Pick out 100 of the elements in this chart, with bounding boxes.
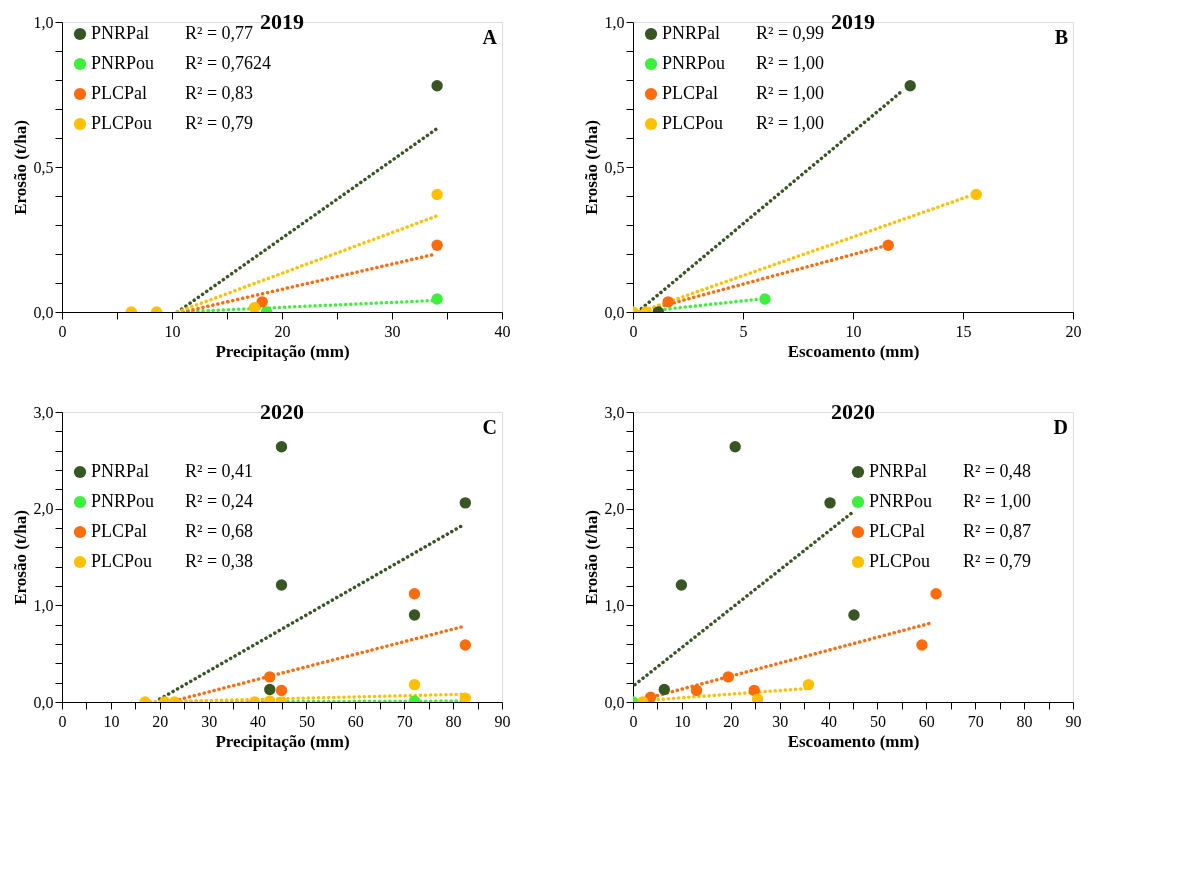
annotation: R² = 0,41 bbox=[185, 461, 254, 481]
point bbox=[848, 609, 860, 621]
x-tick-label: 50 bbox=[298, 712, 315, 730]
y-tick-label: 0,0 bbox=[33, 303, 54, 321]
point bbox=[882, 239, 894, 251]
point bbox=[275, 441, 288, 453]
point bbox=[824, 497, 836, 509]
point bbox=[459, 692, 472, 702]
point bbox=[644, 691, 657, 702]
annotation: R² = 1,00 bbox=[756, 113, 825, 133]
x-tick-label: 60 bbox=[918, 712, 935, 730]
annotation: B bbox=[1054, 26, 1068, 48]
y-tick-label: 0,0 bbox=[604, 303, 625, 321]
point bbox=[916, 639, 928, 651]
annotation: R² = 0,99 bbox=[756, 23, 825, 43]
annotation: A bbox=[482, 26, 498, 48]
point bbox=[930, 588, 942, 600]
point bbox=[729, 441, 741, 453]
point bbox=[722, 671, 735, 683]
legend-label: PLCPal bbox=[662, 83, 719, 103]
x-tick-label: 80 bbox=[1016, 712, 1033, 730]
y-tick-label: 0,0 bbox=[33, 693, 54, 711]
x-tick-label: 40 bbox=[494, 322, 511, 340]
point bbox=[904, 80, 916, 92]
annotation: C bbox=[482, 416, 497, 438]
x-tick-label: 0 bbox=[629, 322, 638, 340]
x-tick-label: 20 bbox=[723, 712, 740, 730]
legend-label: PNRPou bbox=[662, 53, 726, 73]
x-tick-label: 30 bbox=[384, 322, 401, 340]
x-tick-label: 60 bbox=[347, 712, 364, 730]
legend-label: PNRPou bbox=[869, 491, 933, 511]
point bbox=[256, 296, 268, 308]
legend-label: PNRPal bbox=[869, 461, 928, 481]
point bbox=[431, 188, 443, 201]
annotation: R² = 0,87 bbox=[963, 521, 1032, 541]
annotation: R² = 0,68 bbox=[185, 521, 254, 541]
x-tick-label: 70 bbox=[967, 712, 984, 730]
annotation: R² = 1,00 bbox=[756, 83, 825, 103]
y-axis-title: Erosão (t/ha) bbox=[581, 120, 601, 215]
point bbox=[459, 639, 472, 651]
point bbox=[662, 296, 674, 308]
x-tick-label: 20 bbox=[152, 712, 169, 730]
x-tick-label: 30 bbox=[772, 712, 789, 730]
x-tick-label: 10 bbox=[164, 322, 181, 340]
y-tick-label: 1,0 bbox=[604, 13, 625, 31]
y-tick-label: 2,0 bbox=[604, 500, 625, 518]
annotation: R² = 0,77 bbox=[185, 23, 254, 43]
annotation: R² = 0,79 bbox=[185, 113, 254, 133]
point bbox=[675, 579, 688, 591]
annotation: D bbox=[1053, 416, 1068, 438]
annotation: R² = 0,48 bbox=[963, 461, 1032, 481]
y-tick-label: 0,0 bbox=[604, 693, 625, 711]
annotation: R² = 1,00 bbox=[756, 53, 825, 73]
x-tick-label: 10 bbox=[103, 712, 120, 730]
point bbox=[759, 293, 771, 305]
y-axis-title: Erosão (t/ha) bbox=[581, 510, 601, 605]
x-tick-label: 0 bbox=[58, 322, 67, 340]
x-axis-title: Precipitação (mm) bbox=[215, 731, 350, 751]
y-tick-label: 2,0 bbox=[33, 500, 54, 518]
point bbox=[431, 293, 443, 305]
x-tick-label: 90 bbox=[1065, 712, 1082, 730]
legend-label: PNRPal bbox=[91, 23, 150, 43]
x-axis-title: Escoamento (mm) bbox=[787, 731, 920, 751]
point bbox=[264, 671, 276, 683]
legend-label: PNRPou bbox=[91, 491, 155, 511]
point bbox=[408, 678, 421, 691]
chart-title: 2019 bbox=[831, 9, 875, 34]
x-tick-label: 50 bbox=[869, 712, 886, 730]
x-tick-label: 0 bbox=[629, 712, 638, 730]
point bbox=[658, 683, 670, 696]
y-axis-title: Erosão (t/ha) bbox=[10, 510, 30, 605]
point bbox=[970, 188, 982, 201]
x-tick-label: 15 bbox=[955, 322, 972, 340]
legend-label: PLCPou bbox=[662, 113, 724, 133]
annotation: R² = 0,24 bbox=[185, 491, 254, 511]
x-tick-label: 40 bbox=[821, 712, 838, 730]
x-tick-label: 0 bbox=[58, 712, 67, 730]
point bbox=[431, 80, 443, 92]
point bbox=[802, 678, 815, 691]
x-tick-label: 90 bbox=[494, 712, 511, 730]
y-tick-label: 1,0 bbox=[604, 596, 625, 614]
chart-title: 2019 bbox=[260, 9, 304, 34]
x-tick-label: 10 bbox=[674, 712, 691, 730]
x-tick-label: 5 bbox=[739, 322, 748, 340]
legend-label: PLCPou bbox=[869, 551, 931, 571]
x-axis-title: Precipitação (mm) bbox=[215, 341, 350, 361]
point bbox=[459, 497, 472, 509]
x-axis-title: Escoamento (mm) bbox=[787, 341, 920, 361]
annotation: R² = 0,7624 bbox=[185, 53, 272, 73]
legend-label: PNRPal bbox=[662, 23, 721, 43]
point bbox=[408, 609, 421, 621]
y-tick-label: 1,0 bbox=[33, 596, 54, 614]
x-tick-label: 20 bbox=[274, 322, 291, 340]
y-tick-label: 0,5 bbox=[33, 158, 54, 176]
point bbox=[748, 684, 760, 697]
point bbox=[275, 684, 288, 697]
x-tick-label: 40 bbox=[250, 712, 267, 730]
legend-label: PLCPal bbox=[91, 521, 148, 541]
annotation: R² = 0,83 bbox=[185, 83, 254, 103]
point bbox=[248, 301, 261, 312]
